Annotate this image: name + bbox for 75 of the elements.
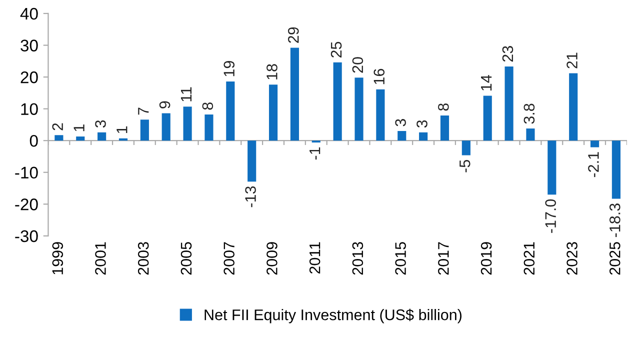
- data-label: -17.0: [545, 199, 556, 233]
- bar: [398, 131, 406, 141]
- y-tick-label: -20: [15, 198, 38, 210]
- data-label: 3.8: [524, 104, 535, 124]
- data-label: 21: [566, 52, 578, 68]
- data-label: -2.1: [588, 152, 599, 178]
- bar: [268, 84, 278, 141]
- bar: [290, 48, 299, 141]
- bar: [333, 62, 342, 141]
- x-tick-label: 2011: [309, 242, 320, 274]
- bar: [354, 78, 364, 141]
- data-label: 25: [330, 42, 342, 58]
- data-label: 8: [202, 102, 214, 110]
- data-label: 19: [224, 61, 235, 76]
- data-label: 8: [438, 103, 449, 111]
- data-label: 18: [266, 64, 278, 80]
- data-label: 3: [416, 120, 428, 128]
- bar: [483, 96, 492, 141]
- data-label: 14: [481, 75, 492, 90]
- data-label: 1: [116, 126, 128, 134]
- x-tick-label: 2009: [266, 242, 278, 275]
- bar: [162, 113, 170, 141]
- data-label: 16: [374, 68, 385, 84]
- x-tick-label: 2007: [224, 242, 235, 275]
- data-label: 1: [74, 124, 84, 132]
- bar: [548, 140, 556, 195]
- data-label: -18.3: [609, 204, 620, 238]
- data-label: 29: [288, 27, 299, 43]
- bar: [440, 115, 450, 141]
- y-tick-label: -10: [15, 166, 38, 179]
- data-label: -13: [245, 186, 256, 208]
- bar: [76, 136, 85, 141]
- bar: [569, 73, 578, 141]
- x-tick-label: 2023: [566, 242, 578, 275]
- x-tick-label: 2003: [138, 242, 149, 275]
- x-tick-label: 1999: [52, 242, 64, 274]
- data-label: -5: [460, 160, 470, 172]
- x-tick-label: 2015: [395, 242, 406, 275]
- bar: [419, 132, 428, 141]
- bar: [226, 81, 235, 141]
- x-tick-label: 2021: [524, 242, 535, 275]
- bar: [462, 140, 470, 156]
- data-label: 11: [180, 87, 192, 102]
- x-tick-label: 2005: [180, 242, 192, 275]
- y-tick-label: 10: [21, 103, 38, 116]
- bar: [183, 106, 192, 141]
- x-tick-label: 2013: [352, 242, 364, 275]
- data-label: 20: [352, 57, 364, 73]
- y-tick-label: 0: [30, 134, 38, 147]
- bar: [590, 140, 600, 148]
- bar: [98, 132, 106, 141]
- data-label: 3: [95, 120, 106, 128]
- bar: [504, 66, 514, 141]
- data-label: 3: [395, 119, 406, 126]
- bar: [248, 140, 256, 182]
- x-tick-label: 2001: [95, 242, 106, 275]
- bar: [526, 128, 535, 141]
- data-label: -1: [310, 147, 320, 160]
- x-tick-label: 2017: [438, 242, 449, 275]
- bar: [612, 140, 620, 199]
- bar: [204, 114, 214, 141]
- y-tick-label: -30: [15, 230, 38, 242]
- data-label: 23: [502, 46, 514, 62]
- bar: [54, 135, 64, 141]
- y-tick-label: 30: [20, 40, 38, 52]
- bar: [376, 89, 385, 141]
- x-tick-label: 2025: [609, 242, 620, 275]
- data-label: 7: [138, 108, 149, 115]
- y-tick-label: 20: [20, 71, 38, 84]
- data-label: 2: [52, 123, 63, 130]
- x-tick-label: 2019: [480, 242, 492, 275]
- data-label: 9: [159, 101, 170, 108]
- bar: [140, 120, 149, 141]
- y-tick-label: 40: [20, 8, 38, 20]
- legend-label: Net FII Equity Investment (US$ billion): [204, 308, 462, 324]
